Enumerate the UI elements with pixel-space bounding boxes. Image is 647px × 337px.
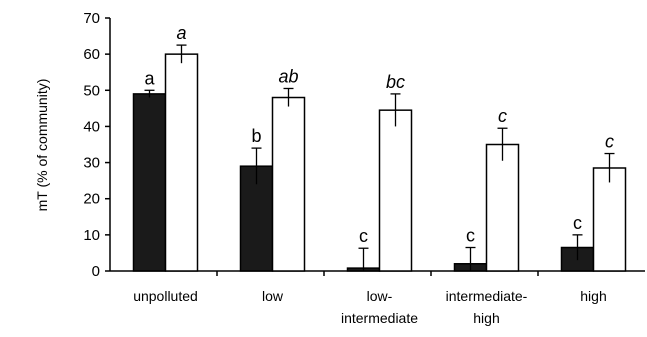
significance-letter: a bbox=[176, 23, 186, 43]
x-category-label: low-intermediate bbox=[341, 288, 418, 326]
labels: unpolluted a a low b ab low-intermediate c bc int… bbox=[133, 23, 614, 326]
x-category-label: unpolluted bbox=[133, 288, 198, 304]
significance-letter: a bbox=[144, 68, 155, 88]
y-tick-label: 60 bbox=[83, 46, 100, 63]
x-category-label-line: unpolluted bbox=[133, 288, 198, 304]
axes: 0 10 20 30 40 50 60 70 bbox=[83, 10, 645, 280]
bar bbox=[271, 96, 306, 272]
x-category-label: high bbox=[580, 288, 606, 304]
x-category-label-line: high bbox=[580, 288, 606, 304]
x-category-label-line: high bbox=[473, 310, 499, 326]
y-axis-label: mT (% of community) bbox=[34, 79, 50, 212]
x-category-label: intermediate-high bbox=[446, 288, 528, 326]
y-tick-label: 50 bbox=[83, 82, 100, 99]
bar bbox=[164, 53, 199, 272]
x-category-label: low bbox=[262, 288, 284, 304]
bar bbox=[378, 109, 413, 272]
significance-letter: c bbox=[359, 226, 368, 246]
y-tick-label: 0 bbox=[92, 263, 100, 280]
bar bbox=[592, 167, 627, 272]
y-tick-label: 10 bbox=[83, 227, 100, 244]
bars bbox=[132, 44, 627, 272]
bar bbox=[132, 93, 167, 272]
y-tick-label: 70 bbox=[83, 10, 100, 27]
significance-letter: c bbox=[573, 213, 582, 233]
y-tick-label: 30 bbox=[83, 155, 100, 172]
x-category-label-line: intermediate bbox=[341, 310, 418, 326]
x-category-label-line: low bbox=[262, 288, 284, 304]
significance-letter: c bbox=[498, 106, 507, 126]
y-tick-label: 40 bbox=[83, 118, 100, 135]
y-tick-label: 20 bbox=[83, 191, 100, 208]
significance-letter: c bbox=[466, 226, 475, 246]
significance-letter: ab bbox=[278, 66, 298, 86]
bar bbox=[485, 143, 520, 272]
significance-letter: c bbox=[605, 132, 614, 152]
significance-letter: b bbox=[251, 126, 261, 146]
significance-letter: bc bbox=[386, 72, 405, 92]
x-category-label-line: intermediate- bbox=[446, 288, 528, 304]
x-category-label-line: low- bbox=[367, 288, 393, 304]
